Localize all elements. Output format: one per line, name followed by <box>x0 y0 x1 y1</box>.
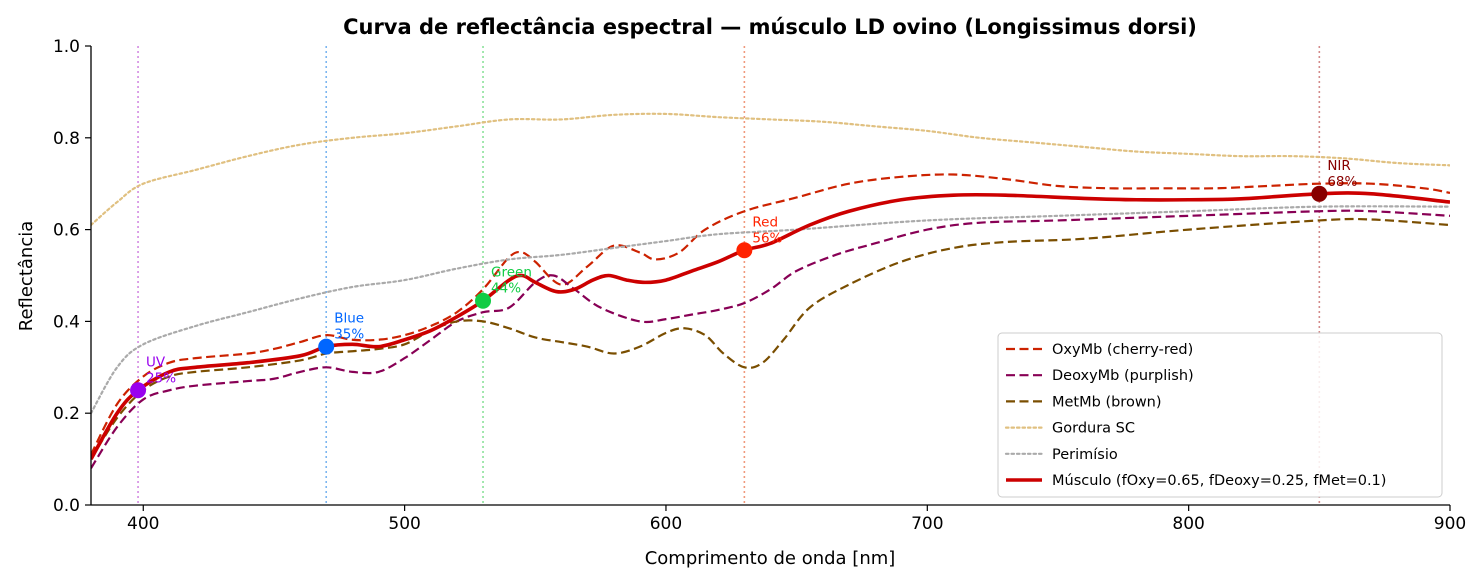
x-tick-label: 500 <box>388 514 420 534</box>
y-tick-label: 0.0 <box>53 496 80 516</box>
series-line <box>91 112 1450 227</box>
band-marker-label: NIR <box>1327 158 1350 174</box>
band-marker-label: Green <box>491 265 532 281</box>
band-marker-value: 44% <box>491 281 521 297</box>
legend-entry-label: MetMb (brown) <box>1052 394 1162 410</box>
band-marker-label: UV <box>146 354 166 370</box>
band-marker-label: Red <box>752 214 778 230</box>
legend-entry-label: Músculo (fOxy=0.65, fDeoxy=0.25, fMet=0.… <box>1052 473 1386 489</box>
y-tick-label: 0.4 <box>53 312 80 332</box>
x-tick-label: 400 <box>127 514 159 534</box>
chart-title: Curva de reflectância espectral — múscul… <box>343 15 1197 39</box>
band-marker-point <box>130 382 147 399</box>
x-tick-label: 700 <box>911 514 943 534</box>
band-marker-value: 68% <box>1327 174 1357 190</box>
legend-box <box>997 332 1443 498</box>
band-marker-label: Blue <box>334 311 364 327</box>
y-axis-label: Reflectância <box>16 221 37 332</box>
series-line <box>91 173 1450 456</box>
x-tick-label: 900 <box>1434 514 1466 534</box>
band-marker-point <box>318 338 335 355</box>
y-tick-label: 1.0 <box>53 37 80 57</box>
series-line <box>91 191 1450 460</box>
x-tick-label: 600 <box>650 514 682 534</box>
x-axis-label: Comprimento de onda [nm] <box>645 548 896 569</box>
series-line <box>91 217 1450 460</box>
legend-entry-label: Perimísio <box>1052 447 1118 463</box>
legend-entry-label: OxyMb (cherry-red) <box>1052 342 1193 358</box>
y-tick-label: 0.2 <box>53 404 80 424</box>
legend-entry-label: Gordura SC <box>1052 421 1135 437</box>
axis-ticks: 400 500 600 700 800 900 0.0 0.2 0.4 0.6 0.8 1.0 <box>53 37 1466 534</box>
band-marker-point <box>736 242 753 259</box>
y-tick-label: 0.8 <box>53 129 80 149</box>
axes <box>90 46 1450 506</box>
x-tick-label: 800 <box>1172 514 1204 534</box>
band-marker-point <box>1311 185 1328 202</box>
band-marker-point <box>475 292 492 309</box>
band-marker-value: 25% <box>146 370 176 386</box>
y-tick-label: 0.6 <box>53 221 80 241</box>
band-marker-value: 56% <box>752 230 782 246</box>
legend: OxyMb (cherry-red) DeoxyMb (purplish) MetM… <box>997 332 1443 498</box>
series-lines <box>91 112 1450 469</box>
legend-entry-label: DeoxyMb (purplish) <box>1052 368 1194 384</box>
series-line <box>91 205 1450 415</box>
band-marker-value: 35% <box>334 327 364 343</box>
